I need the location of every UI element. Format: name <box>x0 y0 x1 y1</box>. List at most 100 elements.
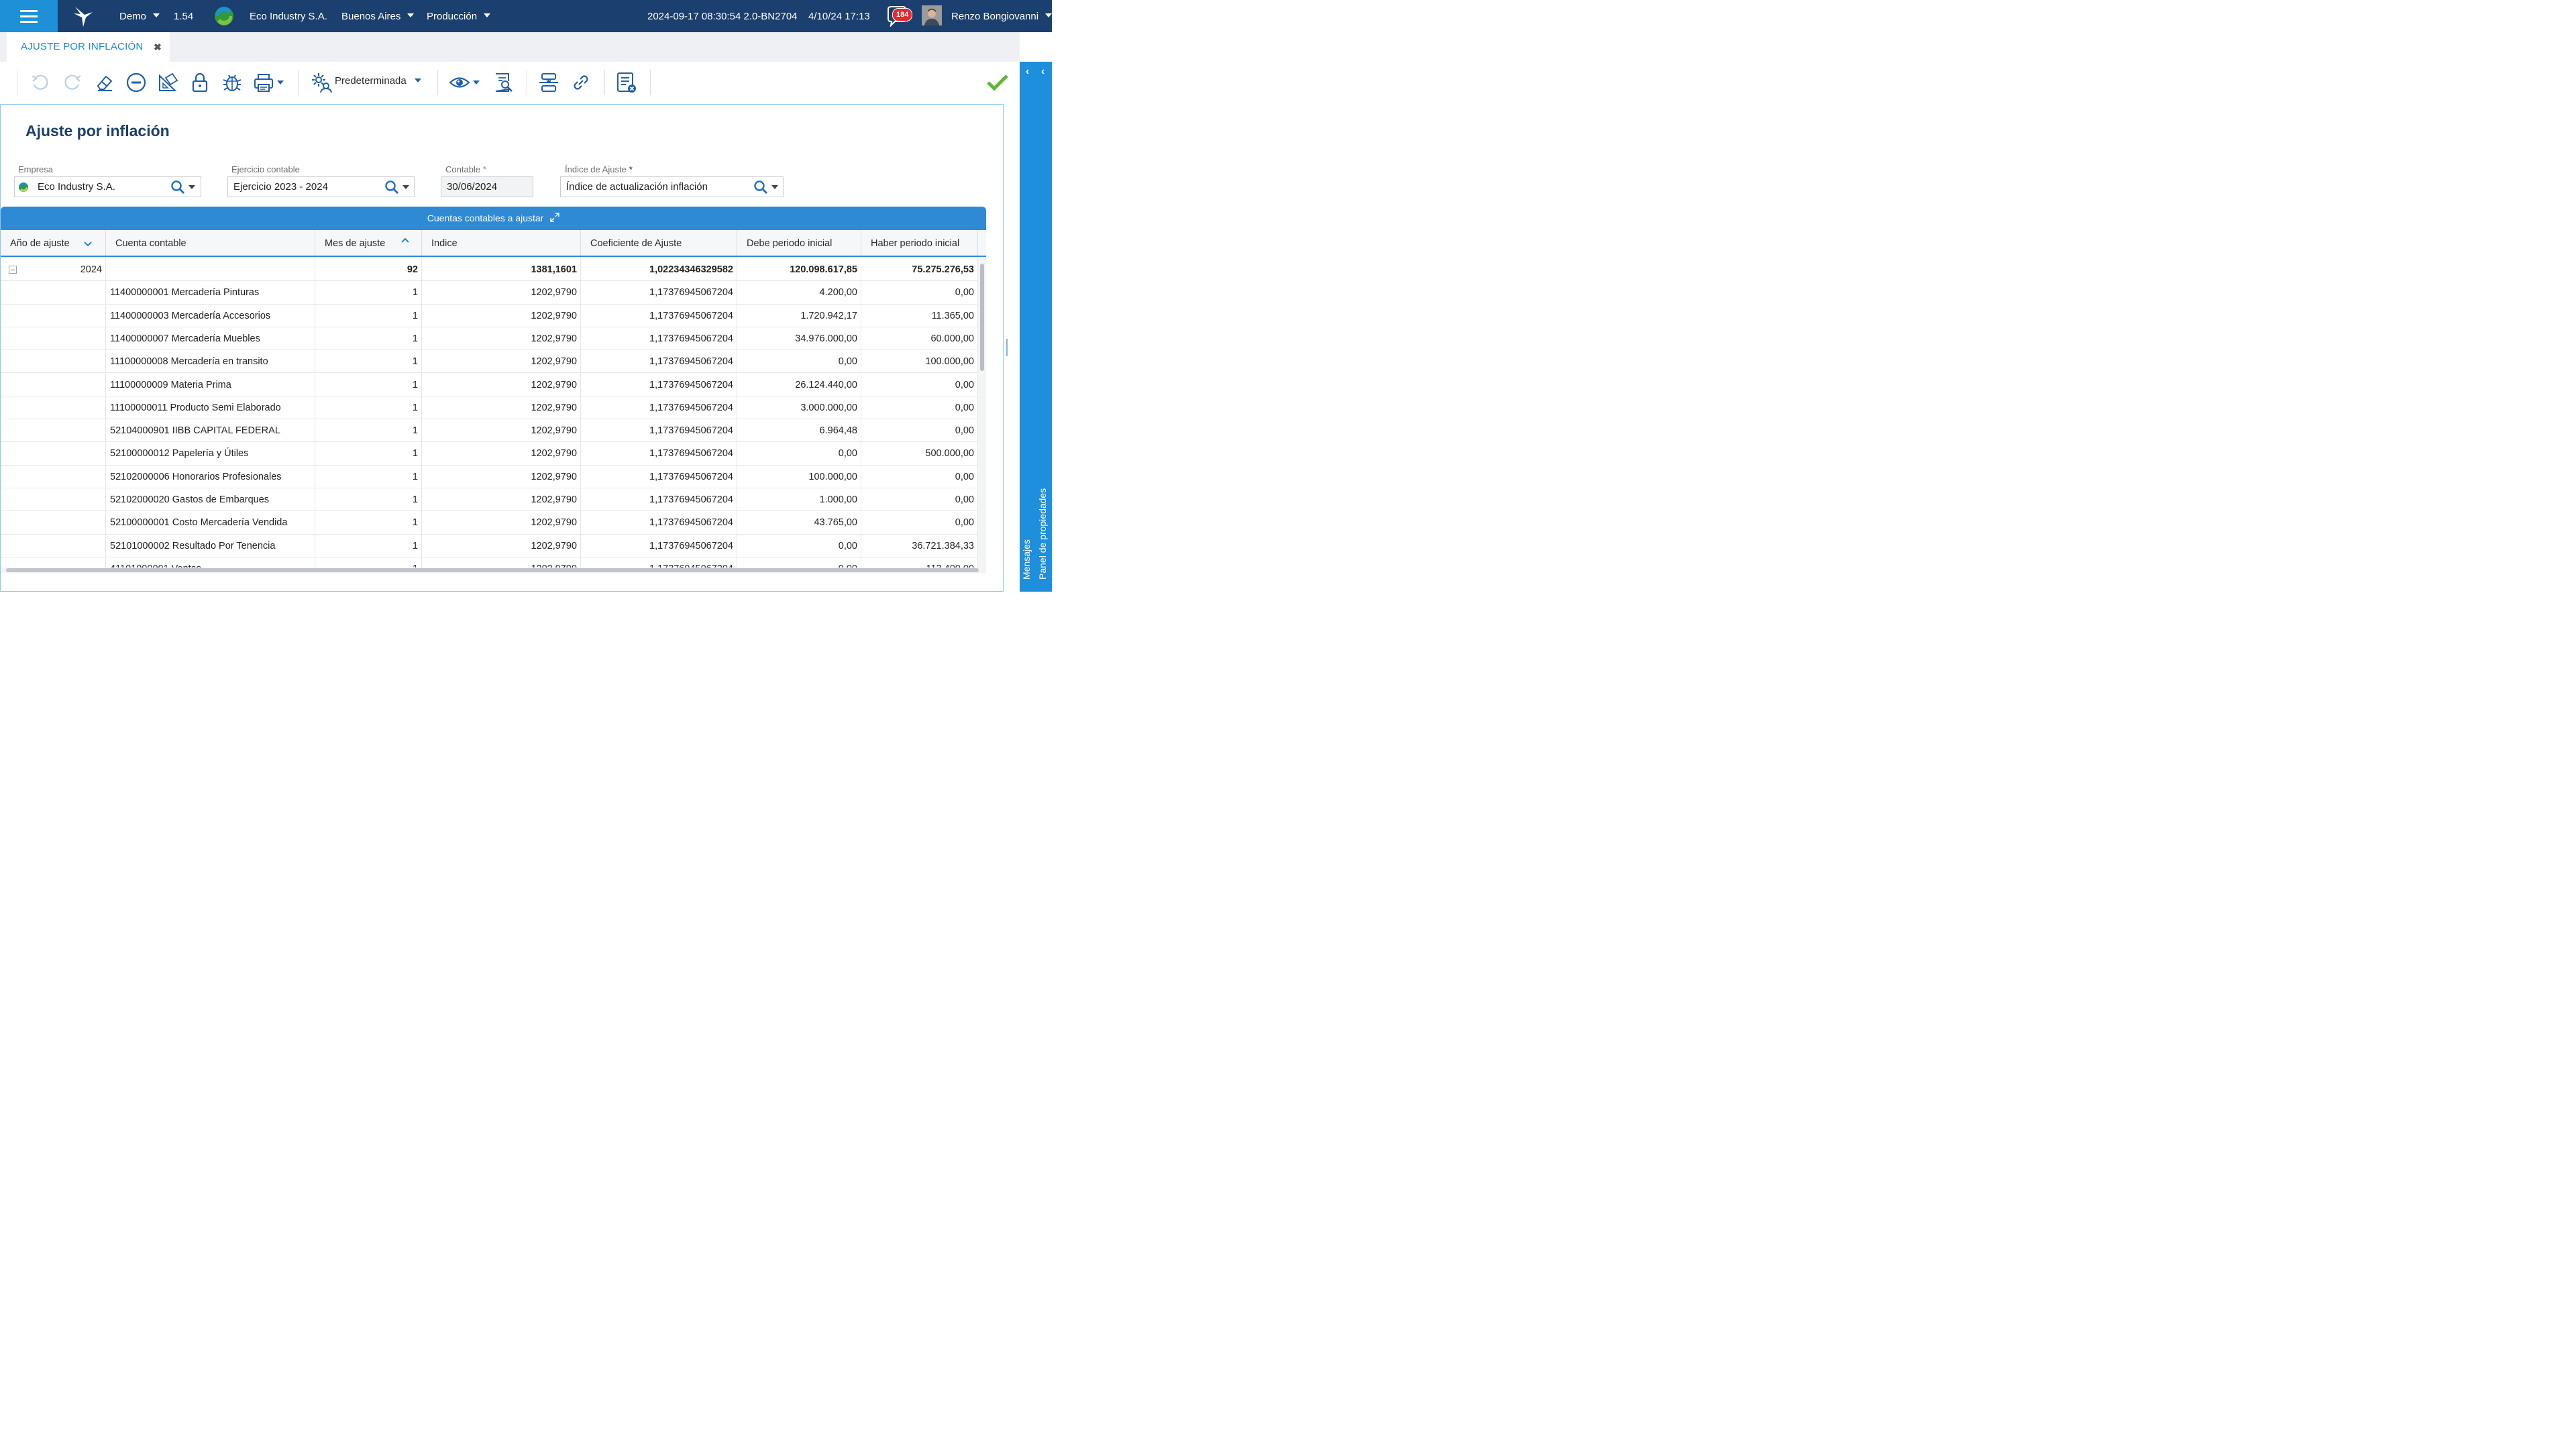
chevron-down-icon[interactable] <box>771 185 778 189</box>
tab-ajuste-por-inflacion[interactable]: AJUSTE POR INFLACIÓN ✖ <box>7 32 170 62</box>
column-header-account[interactable]: Cuenta contable <box>106 230 315 256</box>
table-row[interactable]: 11100000011 Producto Semi Elaborado 1 1202… <box>1 396 978 420</box>
remove-icon <box>126 72 146 93</box>
column-header-coefficient[interactable]: Coeficiente de Ajuste <box>581 230 737 256</box>
avatar[interactable] <box>922 5 942 25</box>
credit-cell: 0,00 <box>861 373 978 396</box>
index-cell: 1202,9790 <box>422 396 581 419</box>
build-info: 2024-09-17 08:30:54 2.0-BN2704 <box>647 11 798 22</box>
chevron-left-icon[interactable]: ‹ <box>1026 66 1030 77</box>
remove-button[interactable] <box>125 71 148 94</box>
table-row[interactable]: 52102000020 Gastos de Embarques 1 1202,979… <box>1 488 978 512</box>
clear-button[interactable] <box>93 71 116 94</box>
notification-count-badge[interactable]: 184 <box>892 8 913 21</box>
column-header-index[interactable]: Indice <box>422 230 581 256</box>
list-delete-icon <box>617 72 636 93</box>
sort-asc-icon <box>401 237 409 243</box>
environment-label: Demo <box>119 11 147 22</box>
month-cell: 1 <box>315 465 422 488</box>
table-row[interactable]: 52100000012 Papelería y Útiles 1 1202,9790… <box>1 442 978 466</box>
column-header-debit[interactable]: Debe periodo inicial <box>737 230 861 256</box>
chevron-down-icon[interactable] <box>189 185 195 189</box>
horizontal-scrollbar[interactable] <box>1 568 986 573</box>
table-row[interactable]: 11100000008 Mercadería en transito 1 1202,… <box>1 350 978 374</box>
debit-cell: 3.000.000,00 <box>737 396 861 419</box>
month-cell: 1 <box>315 396 422 419</box>
preset-selector[interactable]: Predeterminada <box>335 70 421 93</box>
resize-handle[interactable] <box>1006 339 1008 356</box>
month-cell: 1 <box>315 281 422 305</box>
undo-button[interactable] <box>29 71 52 94</box>
group-row[interactable]: 2024 92 1381,1601 1,02234346329582 120.0… <box>1 258 978 282</box>
confirm-button[interactable] <box>986 71 1009 94</box>
empresa-value: Eco Industry S.A. <box>38 181 115 193</box>
ejercicio-field[interactable]: Ejercicio 2023 - 2024 <box>227 176 415 197</box>
messages-panel-tab[interactable]: Mensajes <box>1021 539 1032 580</box>
chevron-left-icon[interactable]: ‹ <box>1041 66 1045 77</box>
user-menu[interactable]: Renzo Bongiovanni <box>951 0 1053 32</box>
collapse-icon[interactable] <box>9 266 17 274</box>
chevron-down-icon[interactable] <box>402 185 409 189</box>
preset-settings-button[interactable] <box>310 71 333 94</box>
coefficient-cell: 1,17376945067204 <box>581 534 737 557</box>
close-icon[interactable]: ✖ <box>154 42 162 52</box>
column-header-month[interactable]: Mes de ajuste <box>315 230 422 256</box>
lock-button[interactable] <box>189 71 211 94</box>
column-header-credit[interactable]: Haber periodo inicial <box>861 230 978 256</box>
debit-cell: 4.200,00 <box>737 281 861 305</box>
required-marker: * <box>629 164 633 174</box>
year-cell <box>1 396 106 419</box>
table-row[interactable]: 52104000901 IIBB CAPITAL FEDERAL 1 1202,97… <box>1 419 978 443</box>
contable-label: Contable * <box>445 164 486 174</box>
document-search-icon <box>495 73 513 92</box>
align-button[interactable] <box>537 71 560 94</box>
hamburger-menu-button[interactable] <box>0 0 58 32</box>
account-cell: 52101000002 Resultado Por Tenencia <box>106 534 315 557</box>
branch-selector[interactable]: Buenos Aires <box>341 0 415 32</box>
indice-value: Índice de actualización inflación <box>566 181 708 193</box>
table-row[interactable]: 52101000002 Resultado Por Tenencia 1 1202,… <box>1 534 978 557</box>
environment-selector[interactable]: Demo <box>119 0 160 32</box>
expand-icon[interactable] <box>550 213 559 222</box>
table-row[interactable]: 11400000007 Mercadería Muebles 1 1202,9790… <box>1 327 978 351</box>
link-button[interactable] <box>570 71 592 94</box>
table-row[interactable]: 41101000001 Ventas 1 1202,9790 1,1737694506… <box>1 557 978 569</box>
version-label: 1.54 <box>174 11 194 22</box>
app-logo-icon[interactable] <box>70 4 97 28</box>
table-row[interactable]: 11400000003 Mercadería Accesorios 1 1202,9… <box>1 304 978 327</box>
credit-cell: 0,00 <box>861 511 978 535</box>
column-header-label: Mes de ajuste <box>325 238 386 249</box>
table-row[interactable]: 52100000001 Costo Mercadería Vendida 1 120… <box>1 511 978 535</box>
scroll-thumb[interactable] <box>6 568 979 572</box>
table-row[interactable]: 11400000001 Mercadería Pinturas 1 1202,979… <box>1 281 978 305</box>
company-name[interactable]: Eco Industry S.A. <box>250 11 327 22</box>
empresa-field[interactable]: Eco Industry S.A. <box>14 176 201 197</box>
chevron-down-icon <box>407 13 415 18</box>
table-row[interactable]: 11100000009 Materia Prima 1 1202,9790 1,173… <box>1 373 978 396</box>
year-cell <box>1 465 106 488</box>
design-button[interactable] <box>157 71 180 94</box>
search-icon[interactable] <box>170 180 185 195</box>
delete-list-button[interactable] <box>615 71 638 94</box>
debit-cell: 0,00 <box>737 350 861 374</box>
view-button[interactable] <box>449 71 482 94</box>
chevron-down-icon <box>484 13 491 18</box>
search-icon[interactable] <box>753 180 768 195</box>
group-account-cell <box>106 258 315 281</box>
scroll-thumb[interactable] <box>980 264 984 371</box>
mode-selector[interactable]: Producción <box>427 0 491 32</box>
debug-button[interactable] <box>221 71 244 94</box>
account-cell: 52102000020 Gastos de Embarques <box>106 488 315 511</box>
redo-button[interactable] <box>61 71 84 94</box>
coefficient-cell: 1,17376945067204 <box>581 465 737 488</box>
column-header-year[interactable]: Año de ajuste <box>1 230 106 256</box>
search-icon[interactable] <box>384 180 399 195</box>
credit-cell: 0,00 <box>861 465 978 488</box>
vertical-scrollbar[interactable] <box>978 258 986 569</box>
year-cell <box>1 511 106 535</box>
table-row[interactable]: 52102000006 Honorarios Profesionales 1 120… <box>1 465 978 488</box>
preview-button[interactable] <box>492 71 515 94</box>
properties-panel-tab[interactable]: Panel de propiedades <box>1037 488 1048 580</box>
print-button[interactable] <box>253 71 285 94</box>
indice-field[interactable]: Índice de actualización inflación <box>560 176 784 197</box>
